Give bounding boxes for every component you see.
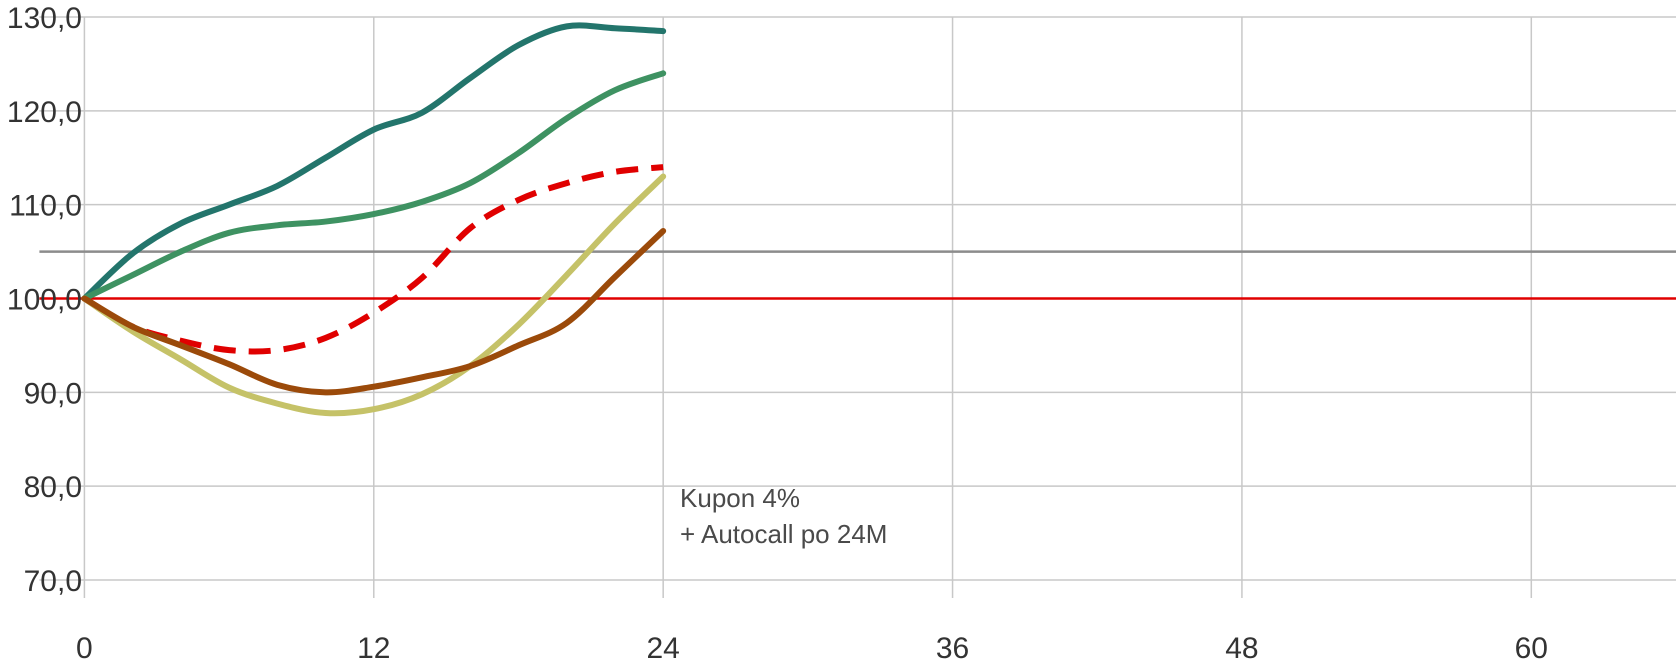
x-tick-label: 0 [76,632,93,659]
series-line-2 [81,70,667,302]
series-layer [81,22,667,417]
series-line-3 [82,164,664,355]
series-line-5 [81,227,667,396]
annotations: Kupon 4% + Autocall po 24M [680,483,887,549]
annotation-text: Kupon 4% + Autocall po 24M [680,483,887,549]
y-tick-label: 90,0 [24,377,82,410]
grid-layer [39,16,1676,598]
series-line-4 [81,173,667,417]
series-line-1 [81,22,667,302]
x-tick-label: 12 [357,632,390,659]
y-axis-tick-labels: 70,0 80,0 90,0 100,0 110,0 120,0 130,0 [7,2,82,598]
y-tick-label: 100,0 [7,284,82,317]
y-tick-label: 110,0 [9,190,82,223]
x-tick-label: 48 [1225,632,1258,659]
x-axis-tick-labels: 0 12 24 36 48 60 [76,632,1548,659]
y-tick-label: 70,0 [24,565,82,598]
y-tick-label: 120,0 [7,96,82,129]
reference-lines [39,250,1676,300]
y-tick-label: 130,0 [7,2,82,35]
y-tick-label: 80,0 [24,471,82,504]
x-tick-label: 36 [936,632,969,659]
x-tick-label: 24 [646,632,679,659]
x-tick-label: 60 [1515,632,1548,659]
